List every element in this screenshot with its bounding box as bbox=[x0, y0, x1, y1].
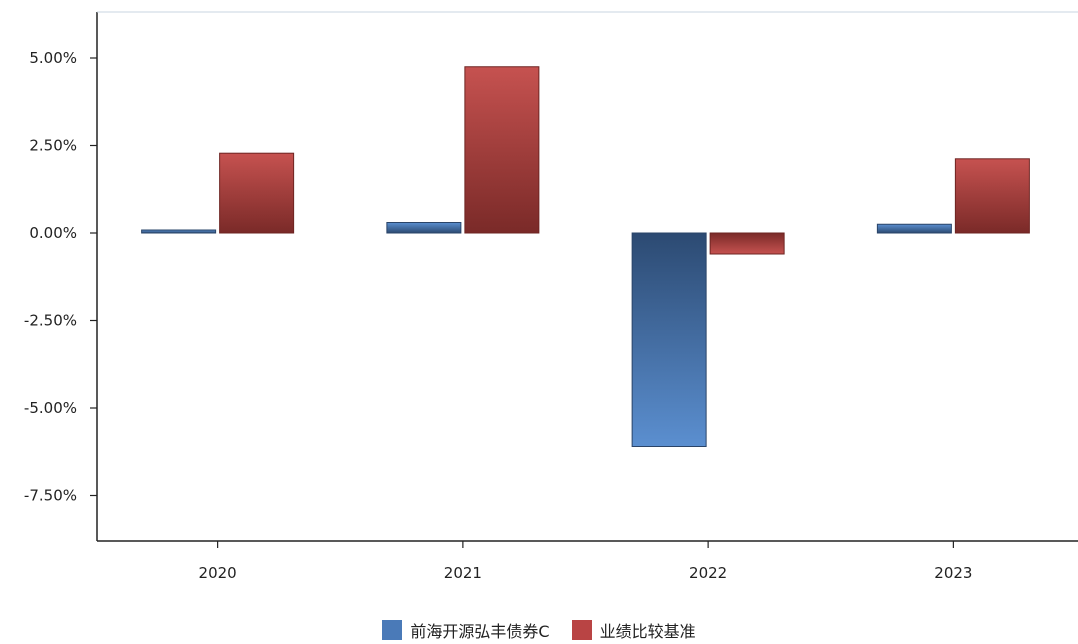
bar-series-2-2021[interactable] bbox=[464, 66, 540, 234]
legend-item-series-1[interactable]: 前海开源弘丰债券C bbox=[382, 618, 550, 642]
legend-item-series-2[interactable]: 业绩比较基准 bbox=[571, 618, 696, 642]
y-tick-label: -2.50% bbox=[24, 312, 77, 330]
x-tick-label: 2021 bbox=[444, 564, 482, 582]
bar-series-2-2023[interactable] bbox=[954, 158, 1030, 234]
bars bbox=[141, 66, 1030, 447]
legend-label-series-2: 业绩比较基准 bbox=[599, 622, 696, 641]
legend: 前海开源弘丰债券C 业绩比较基准 bbox=[0, 619, 1078, 641]
bar-series-1-2020[interactable] bbox=[141, 229, 217, 234]
bar-chart: 5.00% 2.50% 0.00% -2.50% -5.00% -7.50% 2020 202… bbox=[24, 11, 1078, 582]
legend-swatch-series-2 bbox=[571, 620, 592, 640]
bar-series-1-2022[interactable] bbox=[631, 232, 707, 447]
x-tick-label: 2023 bbox=[934, 564, 972, 582]
y-tick-label: -7.50% bbox=[24, 487, 77, 505]
x-tick-label: 2020 bbox=[199, 564, 237, 582]
y-tick-label: -5.00% bbox=[24, 399, 77, 417]
legend-label-series-1: 前海开源弘丰债券C bbox=[410, 622, 550, 641]
legend-swatch-series-1 bbox=[382, 620, 403, 640]
y-tick-label: 5.00% bbox=[29, 49, 77, 67]
bar-series-1-2021[interactable] bbox=[386, 222, 462, 234]
bar-series-2-2022[interactable] bbox=[709, 232, 785, 255]
bar-series-2-2020[interactable] bbox=[219, 152, 295, 234]
tick-labels: 5.00% 2.50% 0.00% -2.50% -5.00% -7.50% 2020 202… bbox=[24, 49, 973, 582]
y-tick-label: 2.50% bbox=[29, 137, 77, 155]
x-tick-label: 2022 bbox=[689, 564, 727, 582]
y-tick-label: 0.00% bbox=[29, 224, 77, 242]
axes bbox=[90, 11, 1078, 548]
bar-series-1-2023[interactable] bbox=[876, 223, 952, 234]
